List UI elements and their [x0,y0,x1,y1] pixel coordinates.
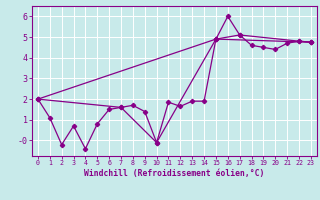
X-axis label: Windchill (Refroidissement éolien,°C): Windchill (Refroidissement éolien,°C) [84,169,265,178]
